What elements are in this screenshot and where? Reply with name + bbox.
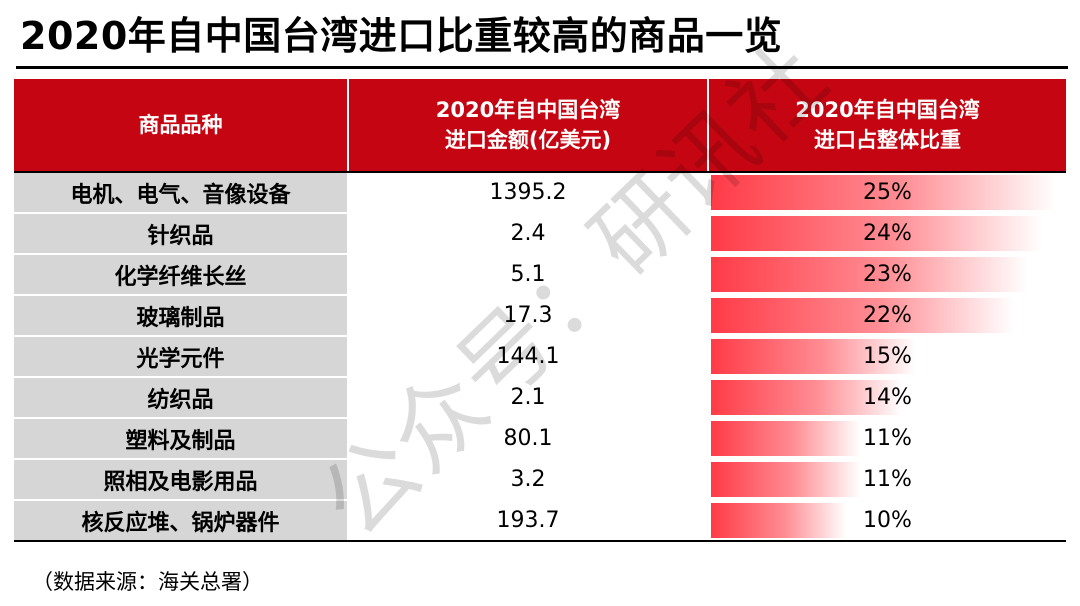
header-import-share-line1: 2020年自中国台湾 — [795, 98, 980, 122]
page-title: 2020年自中国台湾进口比重较高的商品一览 — [20, 14, 783, 58]
import-amount-cell: 17.3 — [348, 295, 709, 337]
import-share-cell: 14% — [708, 377, 1066, 419]
table-row: 玻璃制品 17.3 22% — [14, 295, 1066, 337]
commodity-name-cell: 针织品 — [14, 213, 349, 255]
share-value-label: 14% — [863, 385, 912, 410]
table-row: 核反应堆、锅炉器件 193.7 10% — [14, 500, 1066, 542]
table-row: 光学元件 144.1 15% — [14, 336, 1066, 378]
header-import-share: 2020年自中国台湾 进口占整体比重 — [707, 79, 1066, 173]
import-share-cell: 15% — [708, 336, 1066, 378]
header-import-amount-line1: 2020年自中国台湾 — [435, 98, 621, 122]
share-data-bar — [711, 257, 1028, 292]
share-data-bar — [711, 503, 847, 538]
import-share-cell: 24% — [708, 213, 1066, 255]
share-data-bar — [711, 175, 1056, 210]
share-value-label: 15% — [863, 344, 912, 369]
header-import-share-line2: 进口占整体比重 — [814, 128, 961, 152]
data-source-note: （数据来源：海关总署） — [32, 570, 263, 594]
table-row: 塑料及制品 80.1 11% — [14, 418, 1066, 460]
import-share-cell: 25% — [708, 172, 1066, 214]
import-share-cell: 11% — [708, 459, 1066, 501]
commodity-name-cell: 纺织品 — [14, 377, 349, 419]
share-data-bar — [711, 216, 1042, 251]
commodity-table: 商品品种 2020年自中国台湾 进口金额(亿美元) 2020年自中国台湾 进口占… — [14, 79, 1066, 542]
import-amount-cell: 80.1 — [348, 418, 709, 460]
share-data-bar — [711, 298, 1014, 333]
import-amount-cell: 2.4 — [348, 213, 709, 255]
commodity-name-cell: 电机、电气、音像设备 — [14, 172, 349, 214]
import-amount-cell: 1395.2 — [348, 172, 709, 214]
import-amount-cell: 193.7 — [348, 500, 709, 542]
import-share-cell: 11% — [708, 418, 1066, 460]
table-row: 电机、电气、音像设备 1395.2 25% — [14, 172, 1066, 214]
share-value-label: 11% — [863, 467, 912, 492]
table-row: 纺织品 2.1 14% — [14, 377, 1066, 419]
title-divider — [16, 66, 1068, 69]
import-amount-cell: 144.1 — [348, 336, 709, 378]
share-data-bar — [711, 421, 861, 456]
share-value-label: 24% — [863, 221, 912, 246]
table-row: 针织品 2.4 24% — [14, 213, 1066, 255]
commodity-name-cell: 光学元件 — [14, 336, 349, 378]
commodity-name-cell: 塑料及制品 — [14, 418, 349, 460]
commodity-name-cell: 化学纤维长丝 — [14, 254, 349, 296]
header-import-amount-line2: 进口金额(亿美元) — [444, 128, 612, 152]
table-header-row: 商品品种 2020年自中国台湾 进口金额(亿美元) 2020年自中国台湾 进口占… — [14, 79, 1066, 173]
share-value-label: 11% — [863, 426, 912, 451]
share-data-bar — [711, 339, 917, 374]
import-share-cell: 22% — [708, 295, 1066, 337]
header-commodity: 商品品种 — [14, 79, 348, 173]
header-import-amount: 2020年自中国台湾 进口金额(亿美元) — [347, 79, 708, 173]
commodity-name-cell: 核反应堆、锅炉器件 — [14, 500, 349, 542]
import-amount-cell: 3.2 — [348, 459, 709, 501]
share-value-label: 22% — [863, 303, 912, 328]
import-amount-cell: 5.1 — [348, 254, 709, 296]
commodity-name-cell: 玻璃制品 — [14, 295, 349, 337]
import-share-cell: 10% — [708, 500, 1066, 542]
table-row: 照相及电影用品 3.2 11% — [14, 459, 1066, 501]
share-value-label: 23% — [863, 262, 912, 287]
commodity-name-cell: 照相及电影用品 — [14, 459, 349, 501]
share-value-label: 25% — [863, 180, 912, 205]
share-data-bar — [711, 380, 903, 415]
share-value-label: 10% — [863, 508, 912, 533]
share-data-bar — [711, 462, 861, 497]
import-share-cell: 23% — [708, 254, 1066, 296]
import-amount-cell: 2.1 — [348, 377, 709, 419]
table-row: 化学纤维长丝 5.1 23% — [14, 254, 1066, 296]
